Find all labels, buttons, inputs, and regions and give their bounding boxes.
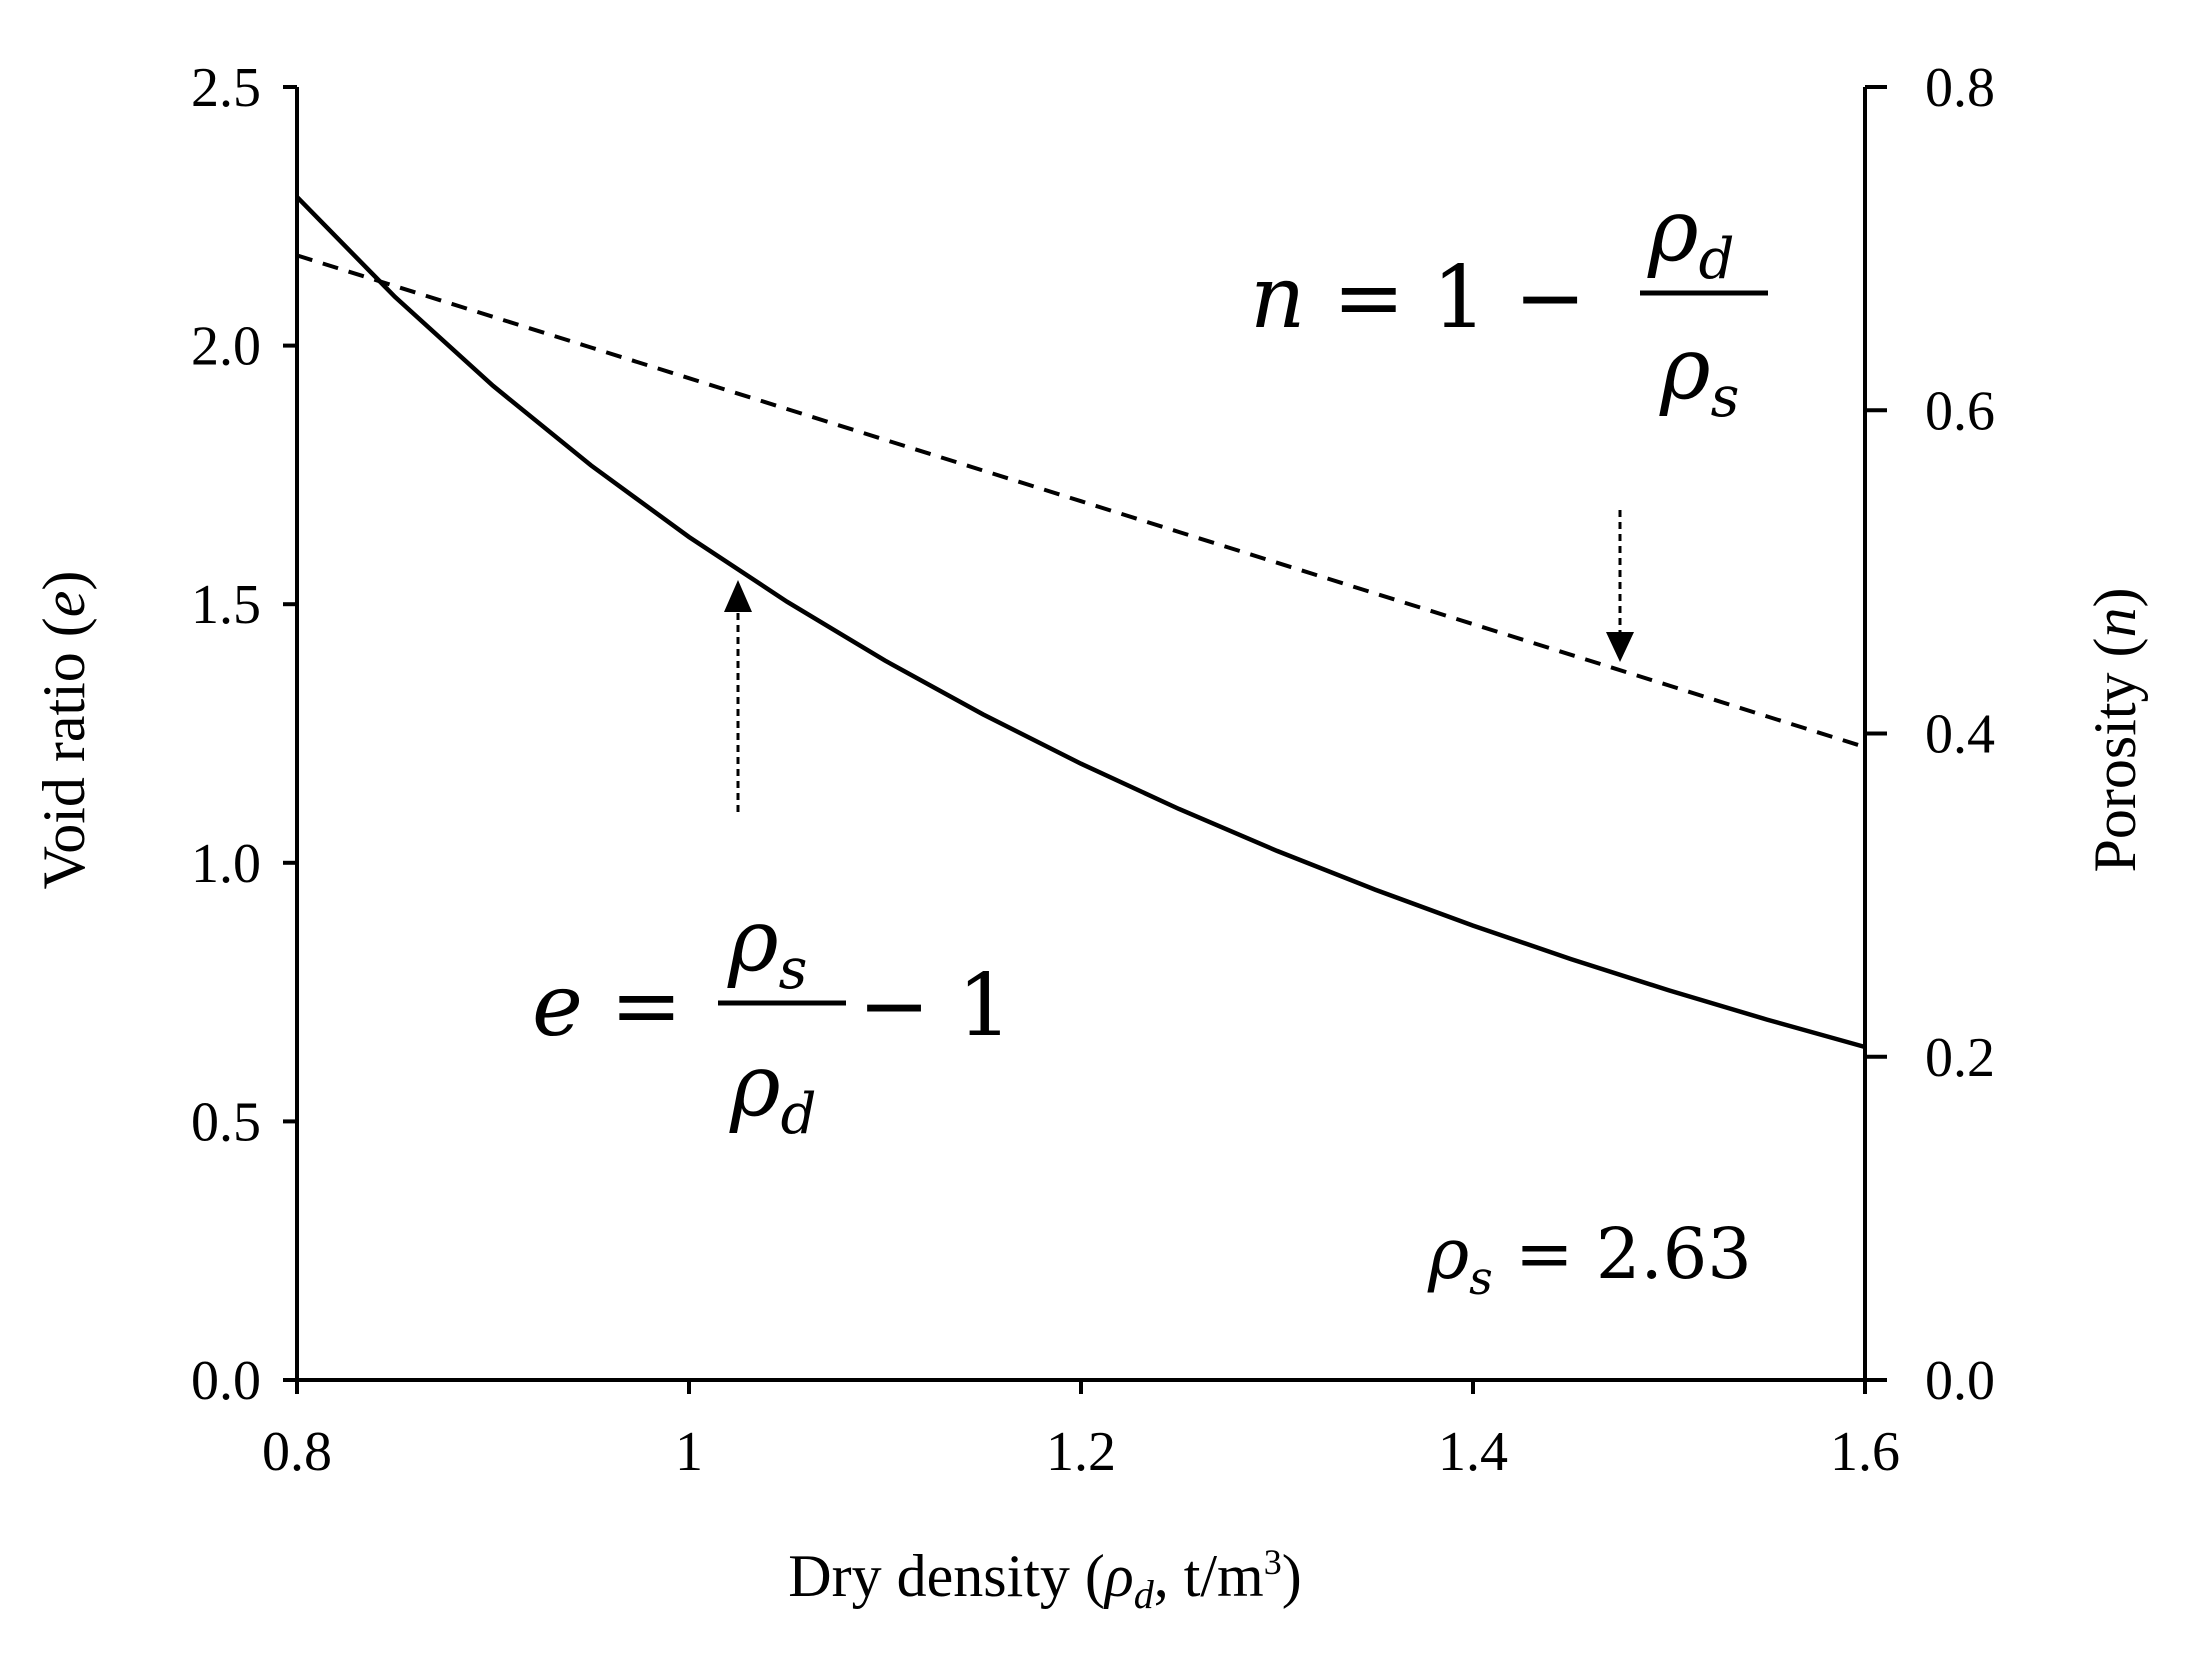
svg-text:e =: e = <box>532 956 682 1056</box>
right-axis-ticks: 0.0 0.2 0.4 0.6 0.8 <box>1865 57 1995 1412</box>
left-tick-label: 2.0 <box>191 316 261 378</box>
right-tick-label: 0.6 <box>1925 380 1995 442</box>
right-y-axis-label: Porosity (n) <box>2082 587 2148 872</box>
x-tick-label: 1 <box>675 1421 703 1483</box>
void-ratio-arrow <box>724 580 752 812</box>
svg-text:ρs: ρs <box>727 891 807 1002</box>
right-tick-label: 0.8 <box>1925 57 1995 119</box>
svg-text:− 1: − 1 <box>858 956 1012 1056</box>
x-tick-label: 1.2 <box>1046 1421 1116 1483</box>
svg-text:ρs: ρs <box>1659 319 1739 430</box>
svg-text:n = 1 −: n = 1 − <box>1250 248 1586 348</box>
right-tick-label: 0.0 <box>1925 1350 1995 1412</box>
x-axis-label: Dry density (ρd, t/m3) <box>788 1542 1301 1617</box>
solid-density-annotation: ρs = 2.63 <box>1427 1213 1752 1305</box>
right-tick-label: 0.2 <box>1925 1027 1995 1089</box>
left-tick-label: 2.5 <box>191 57 261 119</box>
left-tick-label: 0.0 <box>191 1350 261 1412</box>
x-tick-label: 1.6 <box>1830 1421 1900 1483</box>
void-ratio-equation: e = ρs ρd − 1 <box>532 891 1012 1147</box>
void-ratio-line <box>295 195 1866 1050</box>
x-tick-label: 0.8 <box>262 1421 332 1483</box>
left-y-axis-label: Void ratio (e) <box>31 571 97 890</box>
left-axis-ticks: 0.0 0.5 1.0 1.5 2.0 2.5 <box>191 57 297 1412</box>
porosity-line <box>296 253 1866 750</box>
x-tick-label: 1.4 <box>1438 1421 1508 1483</box>
right-tick-label: 0.4 <box>1925 704 1995 766</box>
left-tick-label: 1.0 <box>191 833 261 895</box>
svg-text:ρd: ρd <box>1647 181 1734 292</box>
porosity-arrow <box>1606 510 1634 662</box>
svg-text:ρd: ρd <box>729 1036 816 1147</box>
left-tick-label: 1.5 <box>191 574 261 636</box>
left-tick-label: 0.5 <box>191 1091 261 1153</box>
x-axis-ticks: 0.8 1 1.2 1.4 1.6 <box>262 1380 1900 1483</box>
porosity-equation: n = 1 − ρd ρs <box>1250 181 1768 430</box>
